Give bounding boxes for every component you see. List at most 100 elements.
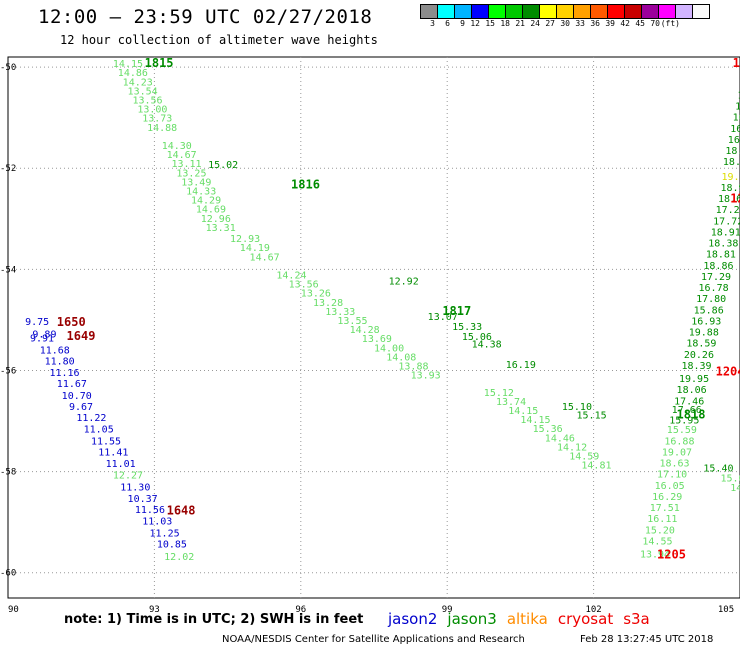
data-point-s3a: 17.51 xyxy=(650,503,680,514)
data-point-jason3: 16.51 xyxy=(730,124,740,135)
y-tick-label: -52 xyxy=(0,164,16,174)
data-point-jason2: 11.01 xyxy=(106,459,136,470)
pass-label: 120 xyxy=(733,56,740,70)
data-point-jason3: 17.46 xyxy=(674,396,704,407)
data-point-jason2: 10.70 xyxy=(62,391,92,402)
y-tick-label: -50 xyxy=(0,63,16,73)
data-point-jason3: 20.26 xyxy=(684,350,714,361)
footer-timestamp: Feb 28 13:27:45 UTC 2018 xyxy=(580,634,714,645)
chart-title: 12:00 — 23:59 UTC 02/27/2018 xyxy=(38,6,373,28)
color-label: 33 xyxy=(575,19,585,28)
data-point-jason2: 10.85 xyxy=(157,539,187,550)
data-point-jason3: 13.07 xyxy=(428,312,458,323)
data-point-jason3: 18.59 xyxy=(686,339,716,350)
data-point-s3a: 16.29 xyxy=(652,492,682,503)
data-point-s3a: 13.74 xyxy=(496,397,526,408)
satellite-legend-jason2: jason2 xyxy=(388,610,438,628)
data-point-s3a: 14.69 xyxy=(196,205,226,216)
x-tick-label: 93 xyxy=(149,605,160,615)
data-point-jason3: 16.70 xyxy=(733,113,740,124)
pass-label: 1815 xyxy=(145,56,174,70)
pass-label: 1204 xyxy=(716,365,740,379)
data-point-jason2: 11.41 xyxy=(98,447,128,458)
data-point-jason3: 15.95 xyxy=(669,416,699,427)
data-point-s3a: 14.28 xyxy=(350,325,380,336)
satellite-legend: jason2 jason3 altika cryosat s3a xyxy=(388,610,660,628)
data-point-s3a: 15.01 xyxy=(720,474,740,485)
data-point-jason3: 15.06 xyxy=(462,332,492,343)
data-point-s3a: 14.15 xyxy=(520,415,550,426)
plot-frame xyxy=(7,56,740,599)
color-legend-labels: 3 6 9 12 15 18 21 24 27 30 33 36 39 42 45 70 (ft) xyxy=(420,19,709,28)
data-point-s3a: 13.49 xyxy=(181,177,211,188)
data-point-jason3: 17.24 xyxy=(716,205,740,216)
data-point-jason3: 18.93 xyxy=(720,183,740,194)
data-point-s3a: 12.02 xyxy=(164,552,194,563)
color-label: 70 xyxy=(650,19,660,28)
data-point-s3a: 18.63 xyxy=(659,459,689,470)
y-tick-label: -58 xyxy=(0,468,16,478)
data-point-s3a: 16.88 xyxy=(664,436,694,447)
data-point-jason3: 18.86 xyxy=(703,261,733,272)
data-point-s3a: 14.54 xyxy=(730,483,740,494)
data-point-s3a: 14.86 xyxy=(118,68,148,79)
data-point-jason3: 16.78 xyxy=(699,283,729,294)
satellite-legend-altika: altika xyxy=(506,610,548,628)
data-point-jason3: 17.72 xyxy=(713,216,740,227)
data-point-s3a: 13.88 xyxy=(398,361,428,372)
data-point-jason2: 10.37 xyxy=(128,494,158,505)
pass-label: 1648 xyxy=(167,504,196,518)
data-point-jason2: 9.91 xyxy=(30,334,54,345)
data-point-jason3: 16.44 xyxy=(728,135,740,146)
data-point-s3a: 14.59 xyxy=(569,451,599,462)
data-point-jason2: 11.55 xyxy=(91,436,121,447)
data-point-s3a: 14.67 xyxy=(167,150,197,161)
pass-label: 1816 xyxy=(291,177,320,191)
satellite-legend-s3a: s3a xyxy=(623,610,650,628)
data-point-s3a: 14.88 xyxy=(147,123,177,134)
data-point-s3a: 19.07 xyxy=(662,447,692,458)
data-point-s3a: 15.12 xyxy=(484,388,514,399)
data-point-s3a: 14.24 xyxy=(276,270,306,281)
data-point-jason3: 15.02 xyxy=(208,160,238,171)
data-point-s3a: 15.36 xyxy=(533,424,563,435)
data-point-s3a: 12.96 xyxy=(201,214,231,225)
data-point-s3a: 15.20 xyxy=(645,525,675,536)
data-point-s3a: 13.94 xyxy=(640,550,670,561)
data-point-s3a: 13.28 xyxy=(313,298,343,309)
data-point-s3a: 13.54 xyxy=(128,86,158,97)
data-point-s3a: 14.23 xyxy=(123,77,153,88)
pass-label: 1818 xyxy=(677,408,706,422)
data-point-s3a: 14.81 xyxy=(581,461,611,472)
x-tick-label: 105 xyxy=(718,605,734,615)
satellite-legend-jason3: jason3 xyxy=(447,610,497,628)
color-legend-swatches xyxy=(420,4,710,19)
data-point-jason3: 15.87 xyxy=(735,102,740,113)
data-point-s3a: 14.29 xyxy=(191,196,221,207)
data-point-s3a: 14.08 xyxy=(386,352,416,363)
y-tick-label: -56 xyxy=(0,366,16,376)
color-label: 39 xyxy=(605,19,615,28)
x-tick-label: 96 xyxy=(295,605,306,615)
data-point-jason2: 11.30 xyxy=(120,482,150,493)
data-point-jason2: 11.67 xyxy=(57,379,87,390)
data-point-jason3: 18.39 xyxy=(681,361,711,372)
data-point-s3a: 15.59 xyxy=(667,425,697,436)
footer-note: note: 1) Time is in UTC; 2) SWH is in fe… xyxy=(64,612,364,627)
data-point-jason3: 16.93 xyxy=(691,316,721,327)
data-point-s3a: 13.93 xyxy=(411,371,441,382)
data-point-jason2: 11.25 xyxy=(150,528,180,539)
color-swatch xyxy=(692,4,710,19)
color-label: 15 xyxy=(485,19,495,28)
chart-subtitle: 12 hour collection of altimeter wave hei… xyxy=(60,33,378,47)
data-point-jason2: 9.75 xyxy=(25,317,49,328)
data-point-s3a: 17.10 xyxy=(657,470,687,481)
y-tick-label: -60 xyxy=(0,569,16,579)
color-label: 12 xyxy=(470,19,480,28)
data-point-jason3: 15.33 xyxy=(452,322,482,333)
data-point-jason3: 12.92 xyxy=(389,277,419,288)
data-point-jason2: 11.05 xyxy=(84,425,114,436)
data-point-s3a: 12.93 xyxy=(230,234,260,245)
data-point-jason3: 15.10 xyxy=(562,402,592,413)
color-label: 9 xyxy=(460,19,465,28)
